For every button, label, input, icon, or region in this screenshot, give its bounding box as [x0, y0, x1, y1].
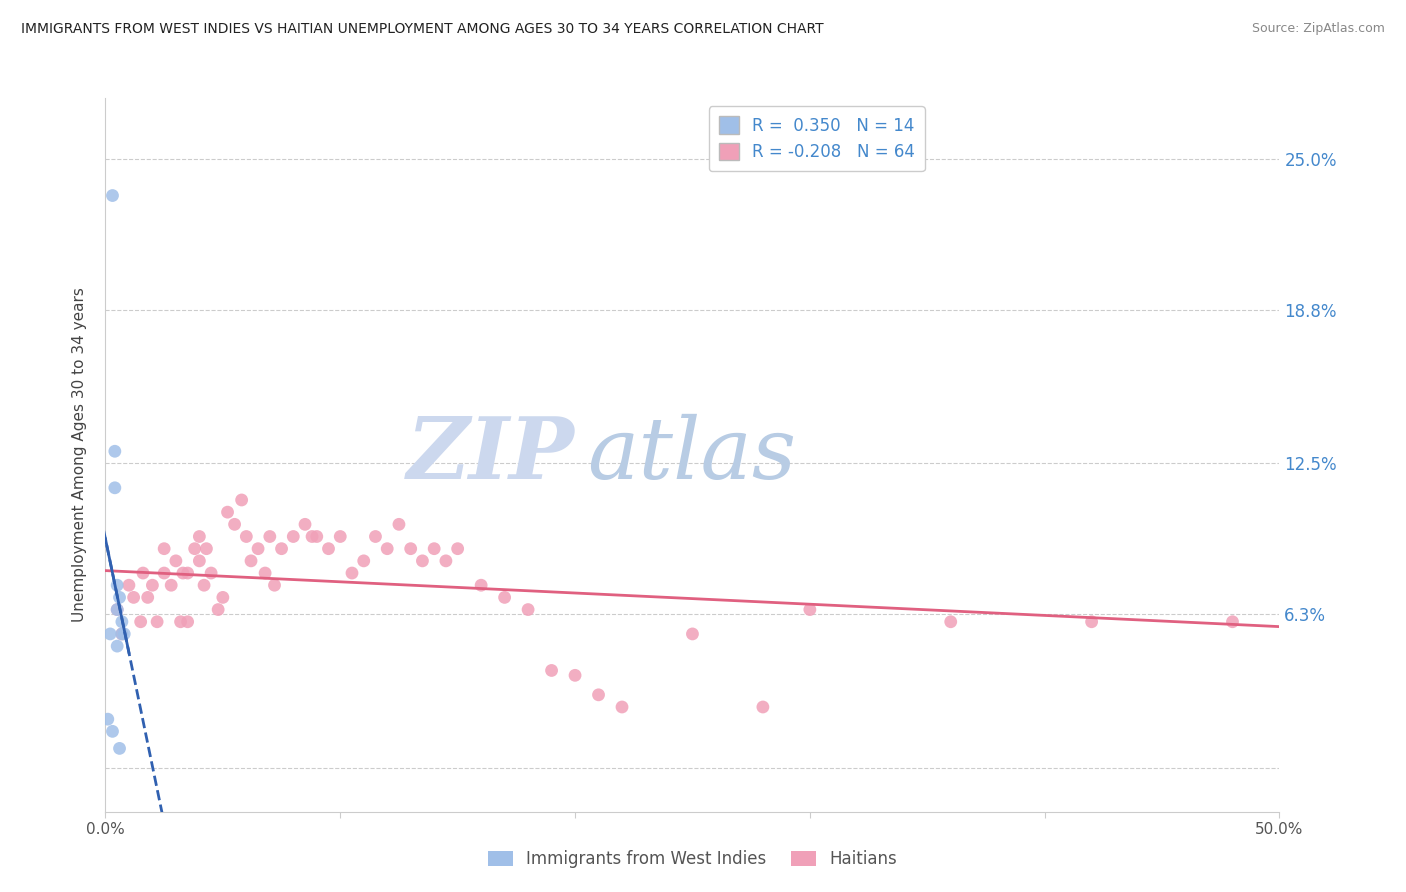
Point [104, 481, 127, 495]
Point [200, 566, 222, 580]
Point [540, 664, 562, 678]
Point [188, 554, 211, 568]
Point [193, 578, 215, 592]
Point [141, 578, 163, 592]
Point [353, 554, 375, 568]
Point [153, 566, 176, 580]
Point [129, 615, 152, 629]
Point [176, 615, 198, 629]
Point [375, 541, 398, 556]
Point [470, 578, 492, 592]
Point [434, 554, 457, 568]
Point [329, 529, 352, 543]
Point [283, 529, 305, 543]
Point [211, 591, 233, 605]
Point [105, 578, 128, 592]
Point [610, 700, 633, 714]
Point [340, 566, 363, 580]
Point [305, 529, 328, 543]
Y-axis label: Unemployment Among Ages 30 to 34 years: Unemployment Among Ages 30 to 34 years [72, 287, 87, 623]
Point [101, 188, 124, 202]
Text: atlas: atlas [586, 414, 796, 496]
Point [105, 602, 128, 616]
Point [160, 578, 183, 592]
Point [104, 444, 127, 458]
Point [517, 602, 540, 616]
Point [188, 529, 211, 543]
Point [588, 688, 610, 702]
Point [183, 541, 205, 556]
Point [240, 554, 263, 568]
Point [681, 627, 703, 641]
Point [423, 541, 446, 556]
Point [564, 668, 586, 682]
Point [153, 541, 176, 556]
Point [411, 554, 433, 568]
Point [108, 741, 131, 756]
Point [263, 578, 285, 592]
Point [446, 541, 468, 556]
Point [1080, 615, 1102, 629]
Point [254, 566, 277, 580]
Text: IMMIGRANTS FROM WEST INDIES VS HAITIAN UNEMPLOYMENT AMONG AGES 30 TO 34 YEARS CO: IMMIGRANTS FROM WEST INDIES VS HAITIAN U… [21, 22, 824, 37]
Point [364, 529, 387, 543]
Point [118, 578, 141, 592]
Point [939, 615, 962, 629]
Point [105, 602, 128, 616]
Point [97, 712, 120, 726]
Point [259, 529, 281, 543]
Point [112, 627, 135, 641]
Point [217, 505, 239, 519]
Point [752, 700, 775, 714]
Point [136, 591, 159, 605]
Point [231, 493, 253, 508]
Point [122, 591, 145, 605]
Point [111, 627, 134, 641]
Point [270, 541, 292, 556]
Point [388, 517, 411, 532]
Point [294, 517, 316, 532]
Point [301, 529, 323, 543]
Point [1222, 615, 1244, 629]
Point [98, 627, 121, 641]
Point [224, 517, 246, 532]
Point [176, 566, 198, 580]
Point [165, 554, 187, 568]
Point [105, 639, 128, 653]
Point [169, 615, 191, 629]
Point [399, 541, 422, 556]
Point [132, 566, 155, 580]
Point [318, 541, 340, 556]
Point [207, 602, 229, 616]
Point [195, 541, 218, 556]
Point [247, 541, 270, 556]
Point [799, 602, 821, 616]
Point [235, 529, 257, 543]
Point [494, 591, 516, 605]
Legend: Immigrants from West Indies, Haitians: Immigrants from West Indies, Haitians [481, 844, 904, 875]
Text: Source: ZipAtlas.com: Source: ZipAtlas.com [1251, 22, 1385, 36]
Point [111, 615, 134, 629]
Point [172, 566, 194, 580]
Point [108, 591, 131, 605]
Point [146, 615, 169, 629]
Point [111, 627, 134, 641]
Text: ZIP: ZIP [408, 413, 575, 497]
Point [101, 724, 124, 739]
